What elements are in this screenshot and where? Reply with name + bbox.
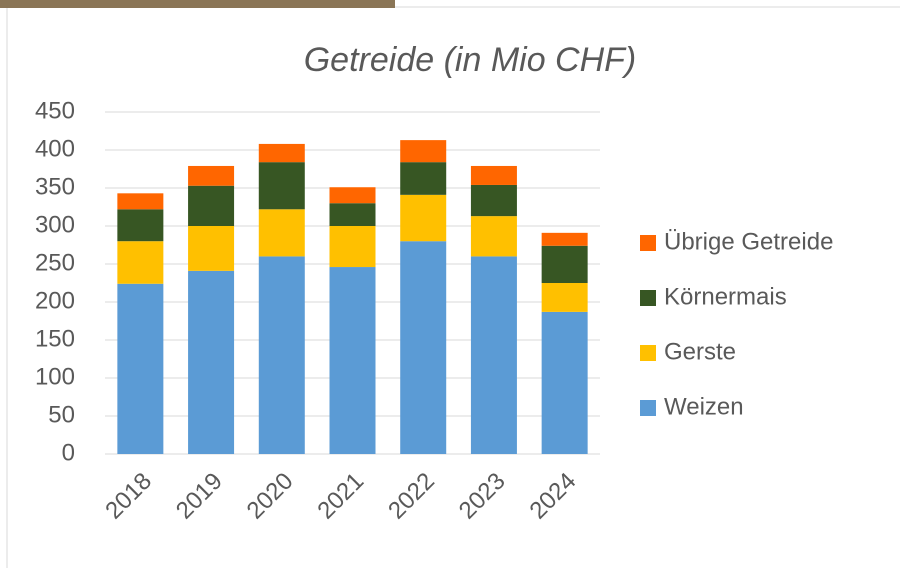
x-tick-label: 2022 bbox=[383, 468, 440, 525]
bar-segment bbox=[471, 166, 517, 185]
bar-segment bbox=[400, 140, 446, 162]
x-tick-label: 2020 bbox=[242, 468, 299, 525]
legend-label: Weizen bbox=[664, 393, 744, 420]
x-tick-label: 2019 bbox=[171, 468, 228, 525]
bar-segment bbox=[400, 162, 446, 195]
y-tick-label: 50 bbox=[48, 401, 75, 428]
y-tick-label: 200 bbox=[35, 287, 75, 314]
bar-segment bbox=[542, 246, 588, 283]
x-tick-label: 2023 bbox=[454, 468, 511, 525]
photo-strip bbox=[0, 0, 395, 8]
y-tick-label: 100 bbox=[35, 363, 75, 390]
bar-segment bbox=[117, 241, 163, 284]
bar-segment bbox=[542, 283, 588, 312]
bar-segment bbox=[471, 185, 517, 216]
bar-segment bbox=[188, 166, 234, 186]
bar-segment bbox=[471, 216, 517, 256]
bar-segment bbox=[542, 233, 588, 246]
bar-segment bbox=[400, 241, 446, 454]
bar-segment bbox=[259, 162, 305, 209]
y-tick-label: 450 bbox=[35, 97, 75, 124]
bar-segment bbox=[542, 312, 588, 454]
legend-label: Gerste bbox=[664, 338, 736, 365]
y-tick-label: 400 bbox=[35, 135, 75, 162]
bar-segment bbox=[259, 256, 305, 454]
legend-label: Körnermais bbox=[664, 283, 787, 310]
bar-segment bbox=[259, 209, 305, 256]
x-tick-label: 2018 bbox=[100, 468, 157, 525]
bar-segment bbox=[330, 187, 376, 203]
bar-segment bbox=[188, 226, 234, 271]
y-tick-label: 0 bbox=[62, 439, 75, 466]
bar-segment bbox=[330, 226, 376, 267]
bar-segment bbox=[117, 284, 163, 454]
bar-segment bbox=[117, 193, 163, 209]
bar-segment bbox=[330, 203, 376, 226]
bar-segment bbox=[400, 195, 446, 241]
legend-label: Übrige Getreide bbox=[664, 228, 833, 255]
y-tick-label: 300 bbox=[35, 211, 75, 238]
legend-swatch bbox=[640, 400, 656, 416]
x-tick-label: 2024 bbox=[525, 468, 582, 525]
y-tick-label: 150 bbox=[35, 325, 75, 352]
y-tick-label: 250 bbox=[35, 249, 75, 276]
bar-segment bbox=[188, 186, 234, 226]
legend-swatch bbox=[640, 290, 656, 306]
bar-segment bbox=[330, 267, 376, 454]
bar-segment bbox=[471, 256, 517, 454]
bar-segment bbox=[188, 271, 234, 454]
x-tick-label: 2021 bbox=[312, 468, 369, 525]
legend-swatch bbox=[640, 345, 656, 361]
bar-segment bbox=[259, 144, 305, 162]
legend-swatch bbox=[640, 235, 656, 251]
chart-title: Getreide (in Mio CHF) bbox=[304, 41, 637, 79]
chart: Getreide (in Mio CHF) 0 50 100 150 200 250 300… bbox=[0, 0, 900, 568]
y-tick-label: 350 bbox=[35, 173, 75, 200]
bar-segment bbox=[117, 209, 163, 241]
